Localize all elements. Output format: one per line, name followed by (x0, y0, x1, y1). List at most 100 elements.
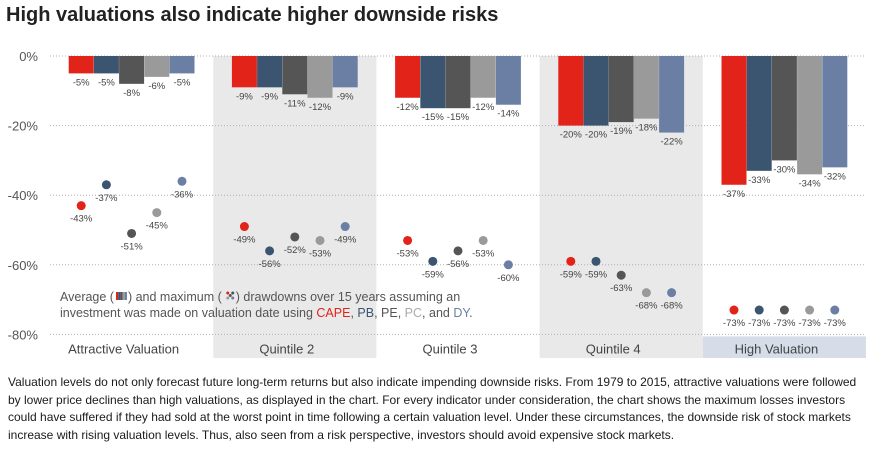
bar-pe (119, 56, 145, 84)
note-cape: CAPE (316, 306, 350, 320)
y-tick-label: -40% (8, 188, 39, 203)
bar-label: -20% (560, 130, 583, 141)
dot-pb (591, 256, 601, 266)
dot-label: -52% (284, 245, 307, 256)
dot-label: -59% (585, 269, 608, 280)
dot-pc (641, 288, 651, 298)
bar-cape (68, 56, 94, 74)
bar-label: -9% (261, 91, 278, 102)
bar-pb (420, 56, 446, 109)
dot-label: -63% (610, 283, 633, 294)
drawdown-chart: 0% -20% -40% -60% -80% -5% -9% -12% -20% -37% -5%… (8, 49, 866, 358)
svg-text:Average () and maximum () draw: Average () and maximum () drawdowns over… (60, 290, 460, 304)
bar-label: -9% (236, 91, 253, 102)
bar-pe (771, 56, 797, 161)
dot-cape (239, 222, 249, 232)
dot-dy (340, 222, 350, 232)
bar-dy (822, 56, 848, 168)
dot-cape (729, 305, 739, 315)
dot-label: -73% (799, 318, 822, 329)
category-band (213, 56, 377, 358)
category-label: Quintile 3 (423, 341, 478, 356)
dot-pe (779, 305, 789, 315)
bar-pc (307, 56, 333, 98)
category-label: Attractive Valuation (68, 341, 179, 356)
legend-bar-icon (118, 292, 121, 300)
note-text: ) drawdowns over 15 years assuming an (236, 290, 460, 304)
svg-text:investment was made on valuati: investment was made on valuation date us… (60, 306, 473, 320)
dot-label: -68% (635, 301, 658, 312)
legend-dot-icon (228, 294, 232, 297)
dot-label: -45% (146, 221, 169, 232)
bar-label: -12% (397, 102, 420, 113)
legend-bar-icon (115, 292, 119, 300)
bar-pe (445, 56, 471, 109)
dot-cape (403, 235, 413, 245)
y-tick-label: -20% (8, 119, 39, 134)
dot-label: -73% (773, 318, 796, 329)
dot-cape (566, 256, 576, 266)
legend-dot-icon (231, 291, 235, 295)
legend-bar-icon (124, 292, 127, 300)
bar-pc (633, 56, 659, 119)
dot-label: -59% (422, 269, 445, 280)
dot-label: -68% (661, 301, 684, 312)
bar-pc (797, 56, 823, 175)
dot-pc (478, 235, 488, 245)
bar-label: -11% (284, 98, 306, 109)
dot-label: -37% (95, 193, 118, 204)
dot-label: -53% (472, 248, 495, 259)
bar-pb (257, 56, 283, 88)
chart-title: High valuations also indicate higher dow… (6, 4, 499, 26)
dot-pe (127, 228, 137, 238)
note-text: , PE, (374, 306, 405, 320)
bar-label: -14% (497, 109, 520, 120)
y-tick-label: -80% (8, 327, 39, 342)
chart-note: Average () and maximum () drawdowns over… (60, 290, 473, 320)
dot-pe (290, 232, 300, 242)
dot-pe (616, 270, 626, 280)
bar-label: -19% (610, 126, 633, 137)
bar-label: -12% (309, 102, 332, 113)
dot-label: -59% (560, 269, 583, 280)
category-band (702, 336, 866, 358)
dot-label: -49% (334, 235, 357, 246)
bar-pc (144, 56, 170, 77)
bar-label: -6% (148, 81, 165, 92)
dot-label: -56% (447, 259, 470, 270)
dot-cape (76, 201, 86, 211)
dot-label: -60% (497, 273, 520, 284)
dot-label: -49% (233, 235, 256, 246)
bar-label: -37% (723, 189, 746, 200)
dot-label: -56% (259, 259, 282, 270)
bar-label: -8% (123, 88, 140, 99)
category-label: Quintile 2 (259, 341, 314, 356)
bar-dy (332, 56, 358, 88)
legend-dot-icon (226, 291, 230, 295)
bar-label: -34% (799, 178, 822, 189)
bar-label: -12% (472, 102, 495, 113)
dot-pb (101, 180, 111, 190)
note-dy: DY (453, 306, 471, 320)
bar-label: -15% (447, 112, 470, 123)
bar-cape (231, 56, 257, 88)
bar-dy (495, 56, 521, 105)
dot-label: -43% (70, 214, 93, 225)
category-label: Quintile 4 (586, 341, 641, 356)
dot-dy (667, 288, 677, 298)
dot-label: -73% (824, 318, 847, 329)
y-tick-label: -60% (8, 258, 39, 273)
category-label: High Valuation (735, 341, 819, 356)
bar-pe (608, 56, 634, 123)
dot-dy (177, 176, 187, 186)
bar-pb (746, 56, 772, 171)
note-text: investment was made on valuation date us… (60, 306, 316, 320)
note-pc: PC (405, 306, 422, 320)
bar-pb (583, 56, 609, 126)
caption-text: Valuation levels do not only forecast fu… (8, 375, 857, 442)
dot-dy (503, 260, 513, 270)
bar-pc (470, 56, 496, 98)
bar-label: -18% (635, 123, 658, 134)
bar-label: -15% (422, 112, 445, 123)
bar-dy (659, 56, 685, 133)
